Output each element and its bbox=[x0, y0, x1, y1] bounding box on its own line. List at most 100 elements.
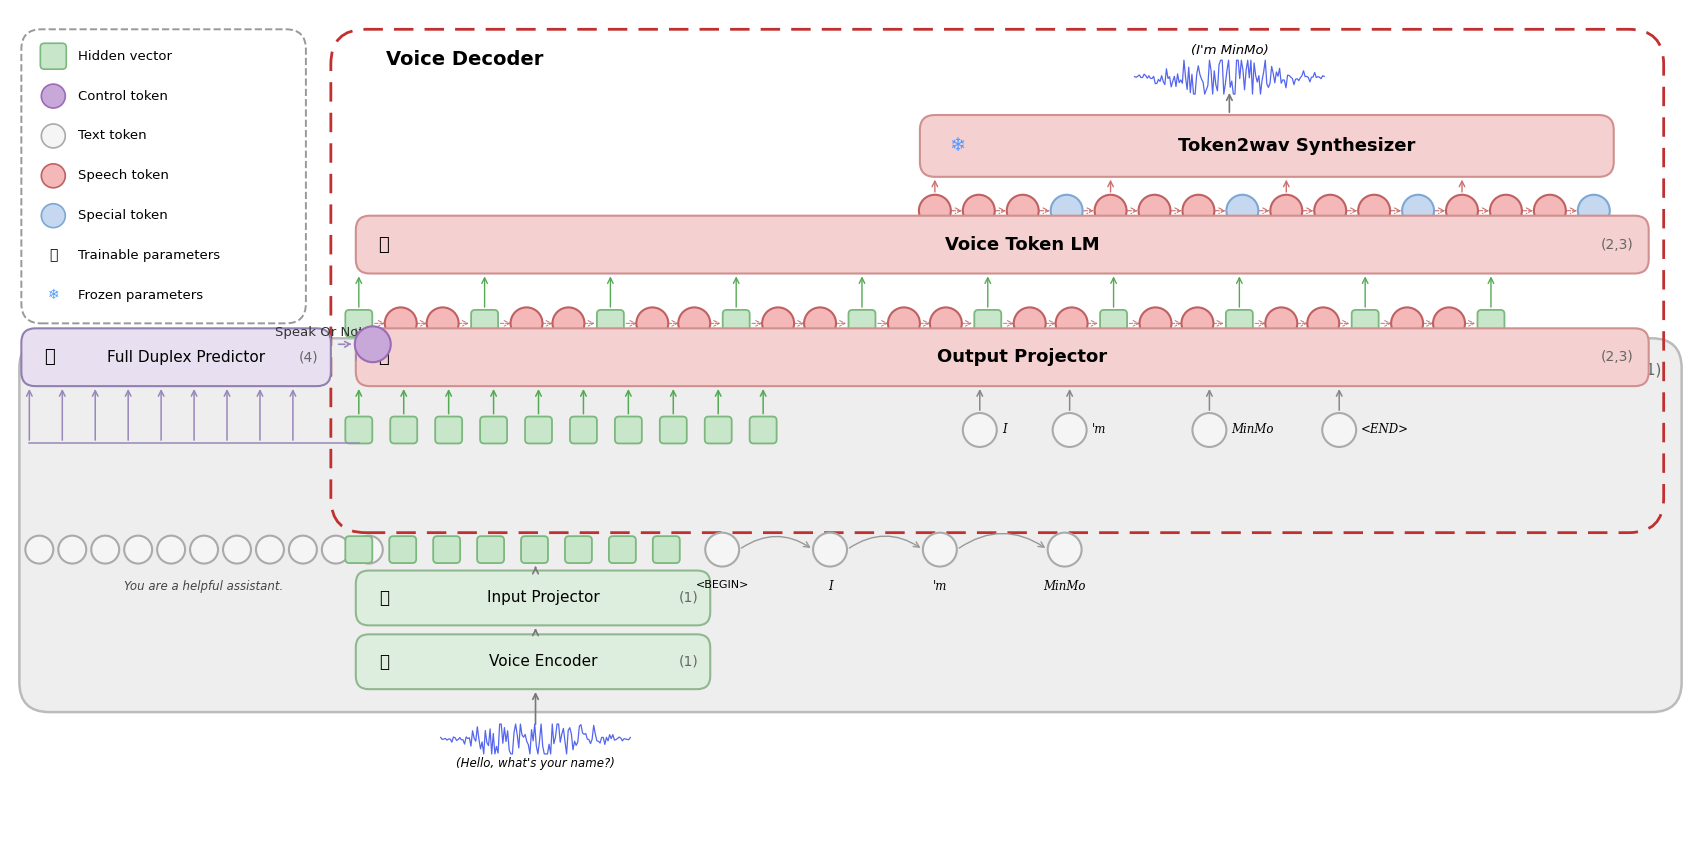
Circle shape bbox=[322, 535, 349, 564]
Text: MinMo: MinMo bbox=[1232, 424, 1275, 437]
Text: MinMo: MinMo bbox=[1043, 579, 1085, 593]
FancyBboxPatch shape bbox=[596, 310, 624, 337]
FancyBboxPatch shape bbox=[356, 215, 1649, 274]
Text: 'm: 'm bbox=[1092, 424, 1106, 437]
Text: ❄: ❄ bbox=[949, 136, 966, 155]
Text: You are a helpful assistant.: You are a helpful assistant. bbox=[124, 579, 283, 593]
Circle shape bbox=[1048, 533, 1082, 566]
Text: Full Duplex Predictor: Full Duplex Predictor bbox=[107, 350, 266, 365]
FancyBboxPatch shape bbox=[22, 29, 307, 323]
Circle shape bbox=[963, 195, 995, 227]
Text: 🔥: 🔥 bbox=[44, 348, 55, 366]
Text: 🔥: 🔥 bbox=[378, 653, 389, 671]
Text: 🔥: 🔥 bbox=[37, 361, 48, 379]
Circle shape bbox=[58, 535, 87, 564]
FancyBboxPatch shape bbox=[722, 310, 750, 337]
Text: (I'm MinMo): (I'm MinMo) bbox=[1191, 45, 1268, 57]
FancyBboxPatch shape bbox=[615, 416, 642, 444]
Circle shape bbox=[1138, 195, 1171, 227]
Circle shape bbox=[385, 307, 417, 339]
Text: Speak Or Not: Speak Or Not bbox=[274, 326, 363, 339]
Text: (1): (1) bbox=[1641, 363, 1661, 378]
Circle shape bbox=[92, 535, 119, 564]
Text: (2,3): (2,3) bbox=[1602, 238, 1634, 251]
Circle shape bbox=[1269, 195, 1302, 227]
FancyBboxPatch shape bbox=[22, 329, 331, 386]
Text: Voice Decoder: Voice Decoder bbox=[385, 50, 544, 69]
Circle shape bbox=[191, 535, 218, 564]
Circle shape bbox=[124, 535, 152, 564]
Text: Input Projector: Input Projector bbox=[487, 590, 600, 606]
Circle shape bbox=[1227, 195, 1258, 227]
Circle shape bbox=[1094, 195, 1126, 227]
Circle shape bbox=[1578, 195, 1610, 227]
Circle shape bbox=[223, 535, 250, 564]
Circle shape bbox=[1307, 307, 1339, 339]
Circle shape bbox=[1014, 307, 1046, 339]
FancyBboxPatch shape bbox=[19, 338, 1682, 712]
Text: 🔥: 🔥 bbox=[378, 348, 389, 366]
Circle shape bbox=[1358, 195, 1390, 227]
Text: (4): (4) bbox=[300, 350, 319, 365]
Circle shape bbox=[1447, 195, 1477, 227]
Text: 'm: 'm bbox=[932, 579, 947, 593]
Circle shape bbox=[157, 535, 186, 564]
FancyBboxPatch shape bbox=[705, 416, 731, 444]
Circle shape bbox=[1433, 307, 1465, 339]
FancyBboxPatch shape bbox=[569, 416, 596, 444]
Text: Text token: Text token bbox=[78, 130, 147, 142]
Text: Output Projector: Output Projector bbox=[937, 348, 1108, 366]
Circle shape bbox=[705, 533, 740, 566]
Text: (Hello, what's your name?): (Hello, what's your name?) bbox=[457, 757, 615, 770]
Circle shape bbox=[1314, 195, 1346, 227]
Circle shape bbox=[918, 195, 951, 227]
FancyBboxPatch shape bbox=[1477, 310, 1505, 337]
Circle shape bbox=[1193, 413, 1227, 447]
Text: Control token: Control token bbox=[78, 89, 169, 103]
Circle shape bbox=[41, 164, 65, 188]
FancyBboxPatch shape bbox=[849, 310, 876, 337]
FancyBboxPatch shape bbox=[750, 416, 777, 444]
FancyBboxPatch shape bbox=[920, 115, 1614, 177]
FancyBboxPatch shape bbox=[975, 310, 1002, 337]
Circle shape bbox=[678, 307, 711, 339]
Circle shape bbox=[804, 307, 837, 339]
FancyBboxPatch shape bbox=[389, 536, 416, 563]
FancyBboxPatch shape bbox=[1225, 310, 1252, 337]
Circle shape bbox=[354, 326, 390, 362]
FancyBboxPatch shape bbox=[481, 416, 508, 444]
Circle shape bbox=[1140, 307, 1171, 339]
Circle shape bbox=[426, 307, 458, 339]
Text: <BEGIN>: <BEGIN> bbox=[695, 579, 748, 589]
FancyBboxPatch shape bbox=[433, 536, 460, 563]
Text: Large Language Model: Large Language Model bbox=[830, 356, 1203, 384]
Circle shape bbox=[26, 535, 53, 564]
Text: Special token: Special token bbox=[78, 209, 169, 222]
Circle shape bbox=[1181, 307, 1213, 339]
FancyBboxPatch shape bbox=[356, 571, 711, 625]
Circle shape bbox=[762, 307, 794, 339]
Text: (1): (1) bbox=[678, 591, 699, 605]
Text: (2,3): (2,3) bbox=[1602, 350, 1634, 365]
Circle shape bbox=[256, 535, 285, 564]
Circle shape bbox=[813, 533, 847, 566]
FancyBboxPatch shape bbox=[435, 416, 462, 444]
Circle shape bbox=[1056, 307, 1087, 339]
Circle shape bbox=[290, 535, 317, 564]
Text: Voice Token LM: Voice Token LM bbox=[946, 236, 1099, 254]
Circle shape bbox=[1051, 195, 1082, 227]
FancyBboxPatch shape bbox=[470, 310, 498, 337]
Text: I: I bbox=[828, 579, 832, 593]
Text: (1): (1) bbox=[678, 655, 699, 668]
Circle shape bbox=[1183, 195, 1215, 227]
Circle shape bbox=[41, 124, 65, 148]
Circle shape bbox=[552, 307, 584, 339]
FancyBboxPatch shape bbox=[521, 536, 549, 563]
FancyBboxPatch shape bbox=[41, 43, 66, 69]
Circle shape bbox=[924, 533, 958, 566]
Circle shape bbox=[1489, 195, 1522, 227]
Circle shape bbox=[888, 307, 920, 339]
FancyBboxPatch shape bbox=[390, 416, 417, 444]
Text: Token2wav Synthesizer: Token2wav Synthesizer bbox=[1177, 137, 1416, 155]
Text: Hidden vector: Hidden vector bbox=[78, 50, 172, 63]
